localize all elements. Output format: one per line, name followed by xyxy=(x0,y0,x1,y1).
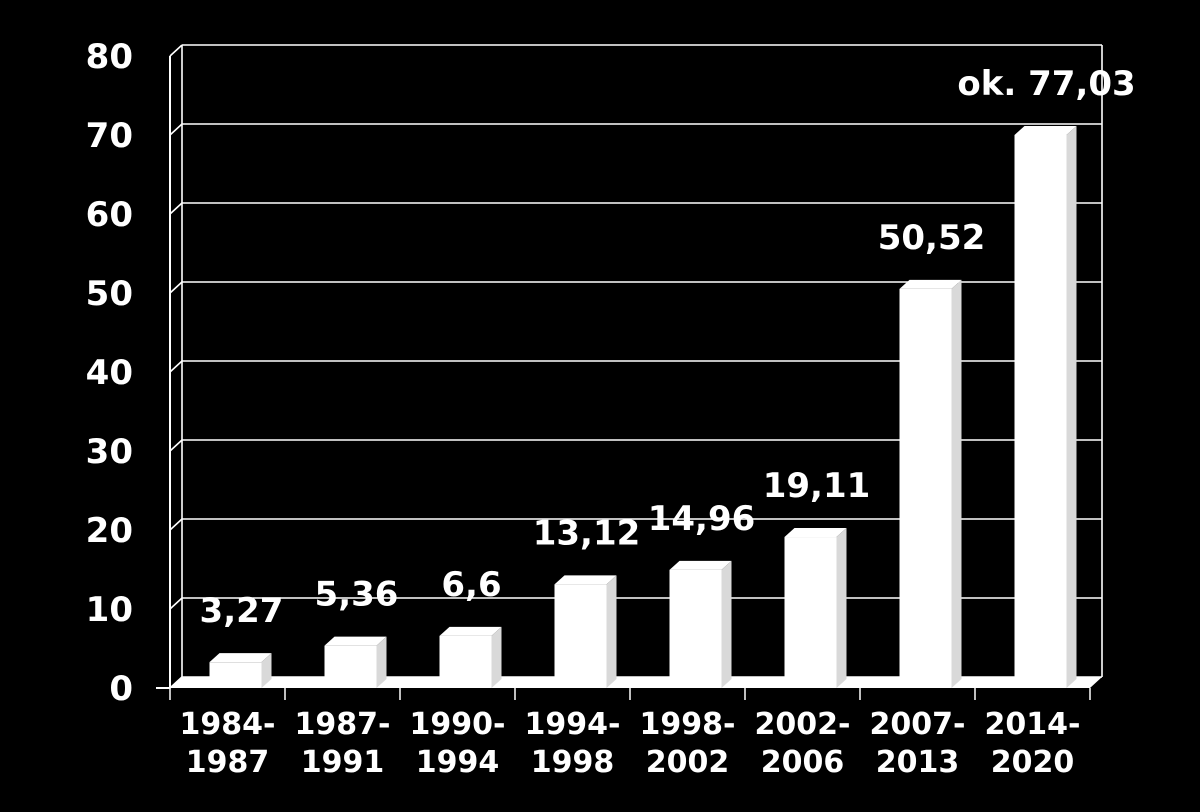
bar xyxy=(1014,126,1077,688)
bar-top-face xyxy=(899,279,962,289)
x-tick-label-line: 1987 xyxy=(186,745,270,780)
data-label: 5,36 xyxy=(315,575,399,615)
gridline-depth xyxy=(169,123,183,136)
y-tick-label: 20 xyxy=(86,511,133,551)
x-tick-label: 1990-1994 xyxy=(410,707,506,780)
bar-front-face xyxy=(324,645,377,688)
data-label: 13,12 xyxy=(533,513,641,553)
x-tick-label: 2014-2020 xyxy=(985,707,1081,780)
bar-side-face xyxy=(721,560,732,688)
x-tick-label-line: 2002- xyxy=(755,707,851,742)
bar xyxy=(669,560,732,688)
bar-front-face xyxy=(439,635,492,688)
gridline-depth xyxy=(169,202,183,215)
gridline-depth xyxy=(169,44,183,57)
bar-side-face xyxy=(606,575,617,688)
x-tick-label: 1994-1998 xyxy=(525,707,621,780)
x-tick-label-line: 1994 xyxy=(416,745,500,780)
x-tick-label-line: 2020 xyxy=(991,745,1075,780)
x-tick-label-line: 2002 xyxy=(646,745,730,780)
x-tick-label-line: 1984- xyxy=(180,707,276,742)
x-axis-labels: 1984-19871987-19911990-19941994-19981998… xyxy=(169,688,1091,780)
x-tick-label-line: 2007- xyxy=(870,707,966,742)
bar-top-face xyxy=(669,560,732,570)
x-tick-label: 1998-2002 xyxy=(640,707,736,780)
y-tick-label: 10 xyxy=(86,590,133,630)
bar-front-face xyxy=(1014,135,1067,688)
bar-top-face xyxy=(554,575,617,585)
bar-side-face xyxy=(836,528,847,688)
bar-top-face xyxy=(209,653,272,663)
bar-front-face xyxy=(899,288,952,688)
gridline-depth xyxy=(169,518,183,531)
y-tick-label: 70 xyxy=(86,116,133,156)
y-tick-label: 0 xyxy=(109,669,133,709)
data-label: 6,6 xyxy=(441,565,501,605)
x-tick-label-line: 1991 xyxy=(301,745,385,780)
x-tick-label-line: 2014- xyxy=(985,707,1081,742)
data-label: ok. 77,03 xyxy=(957,64,1135,104)
bar-side-face xyxy=(951,279,962,688)
x-tick-label: 2002-2006 xyxy=(755,707,851,780)
bar-top-face xyxy=(324,636,387,646)
bar-front-face xyxy=(209,662,262,688)
bars xyxy=(209,126,1077,688)
bar-front-face xyxy=(669,569,722,688)
data-label: 3,27 xyxy=(200,591,284,631)
bar-front-face xyxy=(554,584,607,688)
x-tick-label-line: 2013 xyxy=(876,745,960,780)
bar-top-face xyxy=(1014,126,1077,135)
x-tick-label-line: 2006 xyxy=(761,745,845,780)
bar xyxy=(439,626,502,688)
x-tick-label: 2007-2013 xyxy=(870,707,966,780)
gridline-depth xyxy=(169,439,183,452)
bar-top-face xyxy=(784,528,847,538)
bar xyxy=(784,528,847,688)
x-tick-label: 1987-1991 xyxy=(295,707,391,780)
bar-side-face xyxy=(491,626,502,688)
bar xyxy=(324,636,387,688)
bar-side-face xyxy=(261,653,272,688)
y-tick-label: 60 xyxy=(86,195,133,235)
y-tick-label: 50 xyxy=(86,274,133,314)
bar-top-face xyxy=(439,626,502,636)
x-tick-label-line: 1987- xyxy=(295,707,391,742)
chart-floor xyxy=(170,677,1102,688)
data-label: 50,52 xyxy=(878,218,986,258)
y-tick-label: 80 xyxy=(86,37,133,77)
x-tick-label-line: 1990- xyxy=(410,707,506,742)
x-tick-label-line: 1998- xyxy=(640,707,736,742)
data-label: 19,11 xyxy=(763,466,871,506)
x-tick-label: 1984-1987 xyxy=(180,707,276,780)
gridline-depth xyxy=(169,360,183,373)
bar-side-face xyxy=(1066,126,1077,688)
bar xyxy=(554,575,617,688)
y-tick-label: 40 xyxy=(86,353,133,393)
bar-front-face xyxy=(784,537,837,688)
data-label: 14,96 xyxy=(648,499,756,539)
bar xyxy=(899,279,962,688)
bar-side-face xyxy=(376,636,387,688)
bar xyxy=(209,653,272,688)
x-tick-label-line: 1998 xyxy=(531,745,615,780)
x-tick-label-line: 1994- xyxy=(525,707,621,742)
gridline-depth xyxy=(169,597,183,610)
y-tick-label: 30 xyxy=(86,432,133,472)
y-axis-ticks: 0 10 20 30 40 50 60 70 80 xyxy=(86,37,133,709)
gridlines xyxy=(169,44,1102,689)
gridline-depth xyxy=(169,281,183,294)
